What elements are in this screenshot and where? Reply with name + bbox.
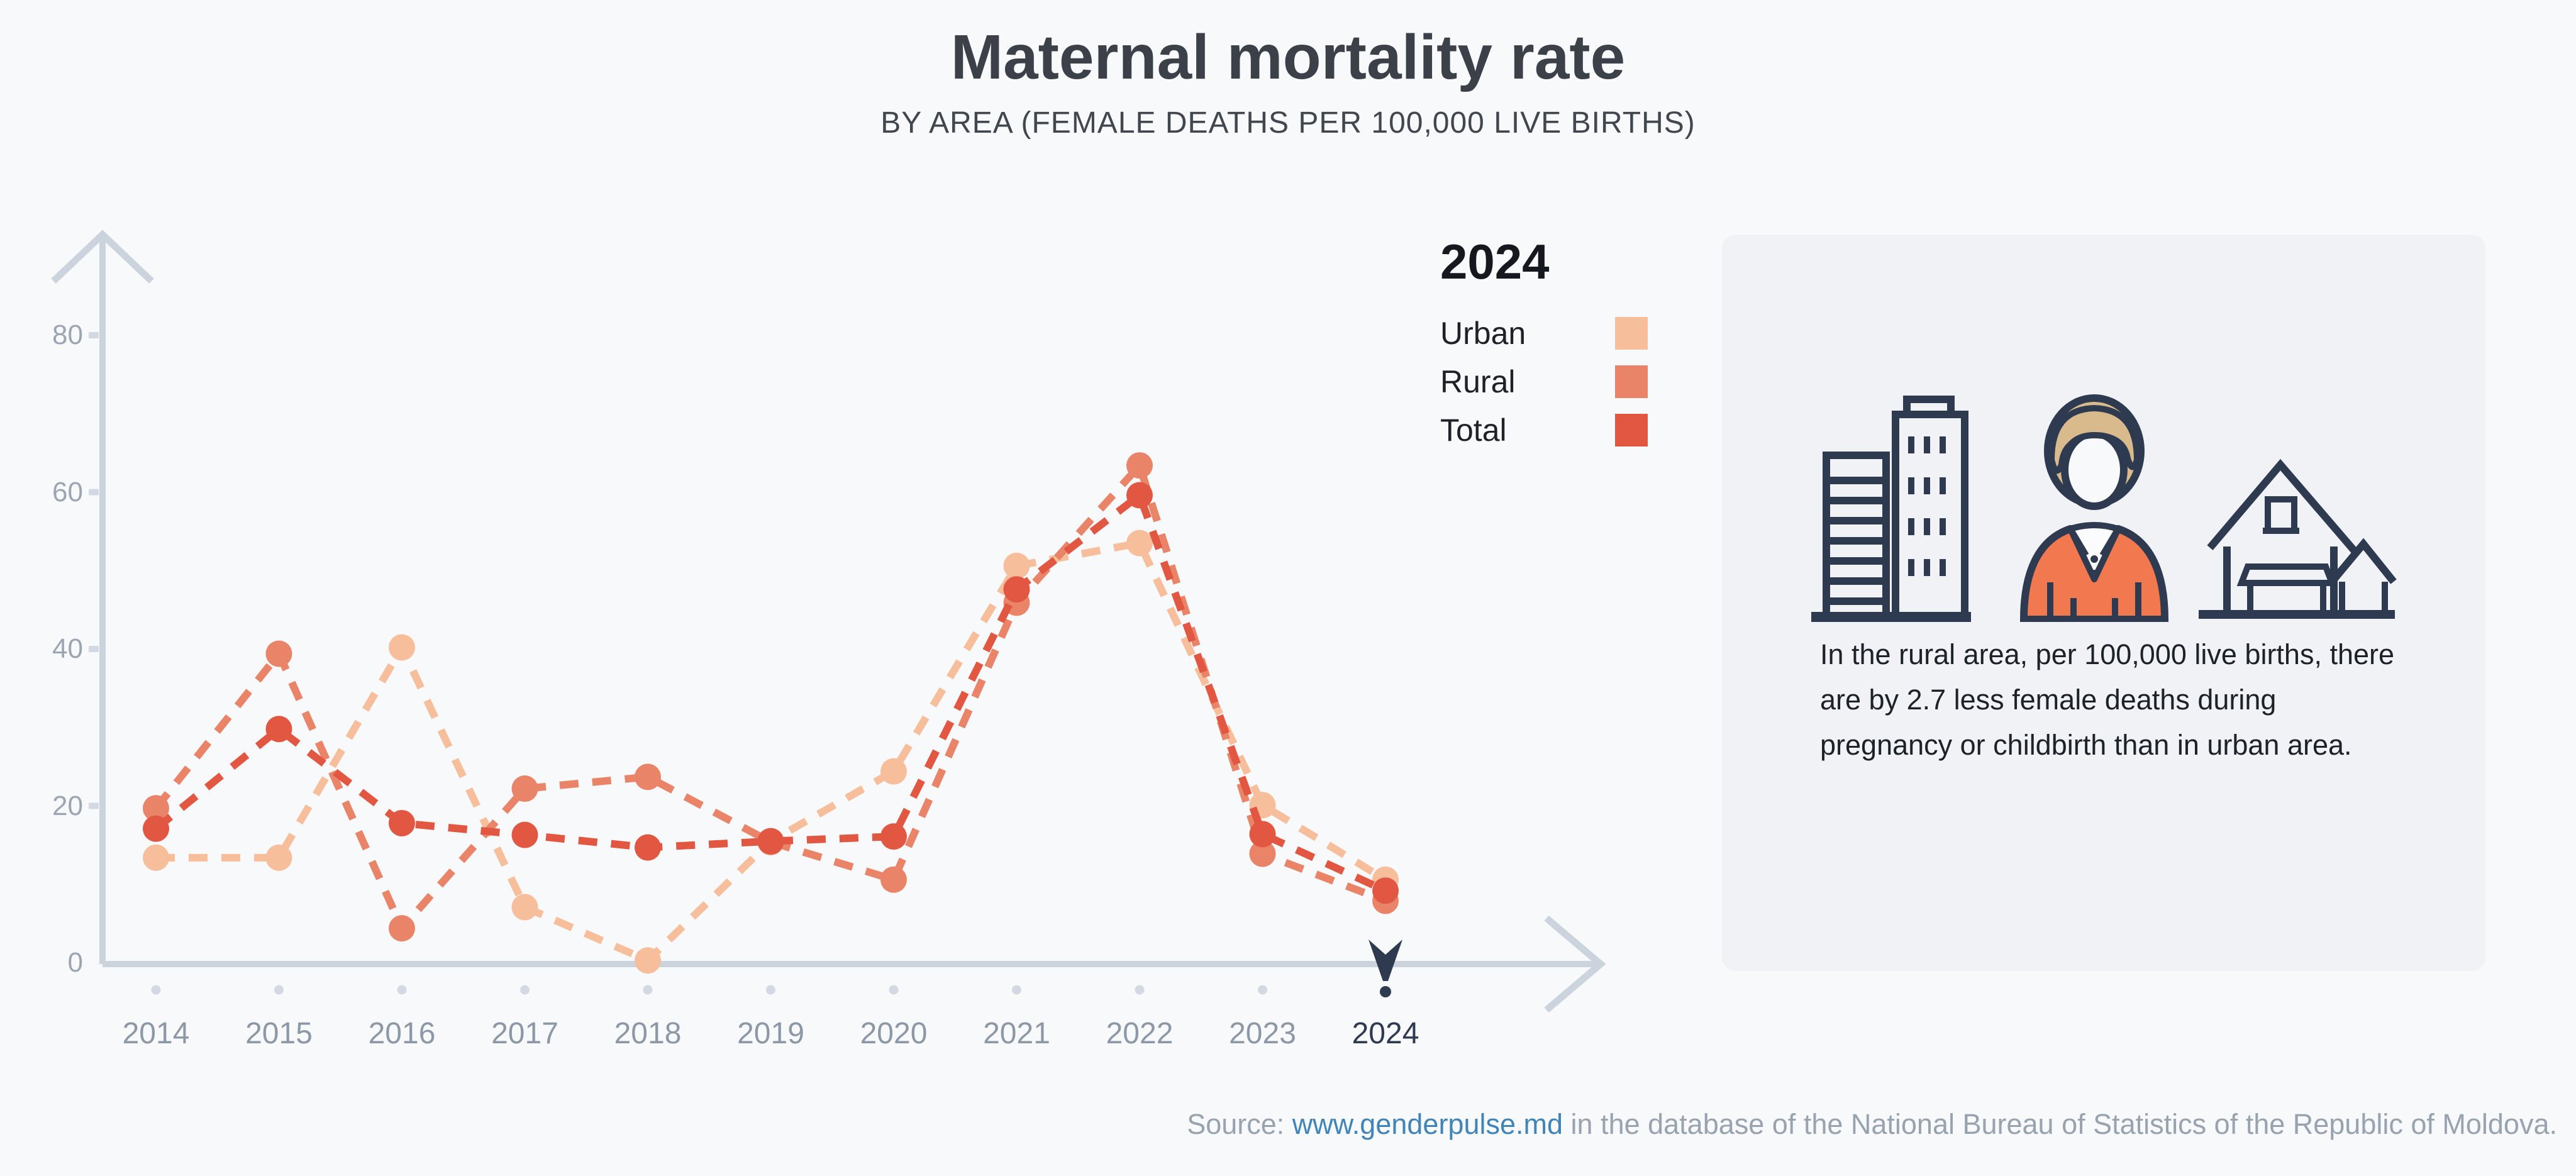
- legend-item-rural: Rural: [1440, 364, 1648, 399]
- x-tick: [766, 985, 775, 995]
- y-tick-label: 0: [67, 947, 83, 978]
- x-tick-label: 2017: [491, 1017, 558, 1050]
- data-point-rural-2017: [511, 775, 538, 802]
- x-tick-label: 2023: [1229, 1017, 1296, 1050]
- info-card-icons: [1722, 388, 2485, 622]
- data-point-total-2022: [1126, 482, 1153, 509]
- series-line-total: [153, 489, 1387, 894]
- data-point-total-2014: [143, 815, 169, 842]
- x-tick-label: 2022: [1106, 1017, 1174, 1050]
- data-point-total-2023: [1249, 821, 1276, 848]
- page-title: Maternal mortality rate: [950, 22, 1626, 92]
- legend-heading: 2024: [1440, 234, 1550, 289]
- data-point-urban-2014: [143, 844, 169, 871]
- series-line-rural: [153, 458, 1387, 936]
- y-tick-label: 20: [52, 790, 83, 821]
- data-point-total-2021: [1003, 576, 1030, 603]
- data-point-rural-2018: [635, 763, 661, 790]
- y-tick-label: 80: [52, 319, 83, 350]
- data-point-urban-2017: [511, 894, 538, 921]
- x-tick: [643, 985, 653, 995]
- x-tick: [520, 985, 530, 995]
- data-point-total-2020: [880, 823, 907, 850]
- data-point-total-2016: [389, 809, 415, 836]
- x-tick: [1012, 985, 1021, 995]
- data-point-total-2015: [265, 716, 292, 743]
- data-point-rural-2022: [1126, 452, 1153, 479]
- data-point-total-2024: [1372, 877, 1399, 904]
- x-tick: [397, 985, 407, 995]
- x-tick-highlight: [1380, 986, 1391, 997]
- y-tick-label: 60: [52, 476, 83, 508]
- data-point-total-2019: [757, 828, 784, 855]
- legend-label-urban: Urban: [1440, 316, 1526, 351]
- info-card: In the rural area, per 100,000 live birt…: [1722, 235, 2485, 971]
- highlight-year-arrow-icon: [1368, 940, 1402, 981]
- x-tick-label: 2019: [737, 1017, 804, 1050]
- data-point-rural-2020: [880, 866, 907, 893]
- legend-label-rural: Rural: [1440, 364, 1516, 399]
- info-card-text: In the rural area, per 100,000 live birt…: [1820, 638, 2395, 761]
- legend-item-urban: Urban: [1440, 316, 1648, 351]
- data-point-rural-2016: [389, 915, 415, 942]
- x-tick-label: 2020: [860, 1017, 928, 1050]
- x-axis-arrow-icon: [1544, 915, 1606, 1013]
- data-point-urban-2022: [1126, 530, 1153, 557]
- urban-swatch: [1615, 317, 1648, 350]
- x-tick: [889, 985, 899, 995]
- x-tick: [274, 985, 284, 995]
- x-tick: [1258, 985, 1267, 995]
- x-tick: [1135, 985, 1145, 995]
- total-swatch: [1615, 414, 1648, 447]
- y-tick: [89, 802, 99, 809]
- rural-swatch: [1615, 365, 1648, 398]
- y-tick: [89, 489, 99, 496]
- data-point-urban-2018: [635, 947, 661, 974]
- x-tick-label: 2016: [368, 1017, 436, 1050]
- city-buildings-icon: [1811, 396, 1971, 622]
- x-tick-label: 2018: [614, 1017, 682, 1050]
- data-point-rural-2014: [143, 795, 169, 822]
- y-tick: [89, 332, 99, 338]
- village-houses-icon: [2199, 458, 2397, 619]
- source-line: Source: www.genderpulse.md in the databa…: [1187, 1108, 2557, 1141]
- data-point-rural-2015: [265, 640, 292, 667]
- y-axis-arrow-icon: [51, 230, 154, 284]
- x-tick: [151, 985, 161, 995]
- data-point-urban-2016: [389, 634, 415, 661]
- legend-label-total: Total: [1440, 413, 1507, 448]
- x-tick-label-highlight: 2024: [1352, 1017, 1419, 1050]
- legend-item-total: Total: [1440, 413, 1648, 448]
- data-point-rural-2023: [1249, 840, 1276, 867]
- x-tick-label: 2021: [983, 1017, 1050, 1050]
- page-subtitle: BY AREA (FEMALE DEATHS PER 100,000 LIVE …: [880, 106, 1696, 140]
- data-point-urban-2015: [265, 844, 292, 871]
- x-tick-label: 2014: [122, 1017, 190, 1050]
- series-line-urban: [156, 538, 1388, 965]
- source-prefix: Source:: [1187, 1108, 1292, 1140]
- legend: 2024 Urban Rural Total: [1440, 234, 1648, 448]
- source-suffix: in the database of the National Bureau o…: [1563, 1108, 2557, 1140]
- data-point-urban-2020: [880, 758, 907, 785]
- x-tick-label: 2015: [245, 1017, 313, 1050]
- data-point-urban-2021: [1003, 552, 1030, 579]
- y-tick-label: 40: [52, 633, 83, 664]
- data-point-total-2018: [635, 834, 661, 861]
- woman-icon: [2019, 394, 2169, 622]
- source-link[interactable]: www.genderpulse.md: [1292, 1108, 1563, 1140]
- data-point-total-2017: [511, 821, 538, 848]
- y-tick: [89, 646, 99, 652]
